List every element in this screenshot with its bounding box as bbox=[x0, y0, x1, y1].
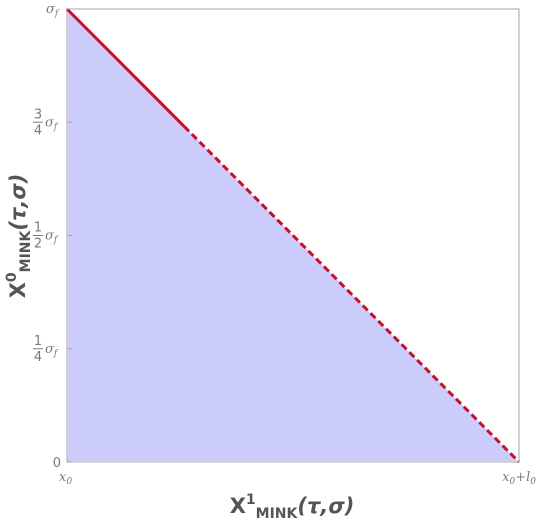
x-axis-title: X1MINK(τ,σ) bbox=[230, 492, 355, 520]
y-axis-title-args: (τ,σ) bbox=[6, 174, 30, 231]
y-tick-sigma: σ bbox=[46, 2, 56, 17]
x-tick-symbol: x bbox=[59, 470, 67, 485]
y-axis-title-sub: MINK bbox=[18, 229, 34, 272]
x-tick-subscript-l: 0 bbox=[530, 477, 536, 487]
x-axis-title-main: X bbox=[230, 494, 246, 518]
y-tick-fraction-denominator: 2 bbox=[34, 237, 42, 252]
y-tick-sigma: σ bbox=[45, 342, 55, 357]
y-tick-fraction-numerator: 1 bbox=[34, 334, 42, 349]
y-tick-symbol: σf bbox=[46, 2, 60, 19]
y-axis-title-sup: 0 bbox=[4, 272, 20, 282]
y-tick-fraction-numerator: 3 bbox=[34, 107, 42, 122]
y-tick-sigma: σ bbox=[45, 115, 55, 130]
x-tick-symbol: x bbox=[502, 470, 510, 485]
y-axis-title: X0MINK(τ,σ) bbox=[4, 174, 34, 299]
y-tick-subscript: f bbox=[53, 122, 59, 132]
y-tick-fraction-numerator: 1 bbox=[34, 221, 42, 236]
y-tick-subscript: f bbox=[54, 9, 60, 19]
y-tick-symbol: σf bbox=[45, 115, 59, 132]
y-tick-symbol: σf bbox=[45, 342, 59, 359]
y-tick-fraction-denominator: 4 bbox=[34, 350, 42, 365]
x-tick-subscript: 0 bbox=[509, 477, 515, 487]
x-axis-title-args: (τ,σ) bbox=[297, 494, 354, 518]
x-tick-label: x0+l0 bbox=[502, 470, 536, 487]
y-tick-fraction-denominator: 4 bbox=[34, 123, 42, 138]
y-tick-sigma: σ bbox=[45, 229, 55, 244]
y-tick-label: 0 bbox=[53, 456, 61, 471]
x-tick-subscript: 0 bbox=[66, 477, 72, 487]
y-axis-title-main: X bbox=[6, 282, 30, 298]
x-tick-plus: + bbox=[515, 470, 526, 485]
series-line-dashed bbox=[183, 125, 521, 464]
y-tick-subscript: f bbox=[53, 349, 59, 359]
y-tick-subscript: f bbox=[53, 236, 59, 246]
series-line-solid bbox=[65, 7, 186, 128]
x-tick-symbol-l: l bbox=[526, 470, 530, 485]
x-axis-title-sup: 1 bbox=[246, 492, 256, 508]
x-tick-label: x0 bbox=[59, 470, 72, 487]
x-axis-title-sub: MINK bbox=[256, 506, 299, 520]
y-tick-symbol: σf bbox=[45, 229, 59, 246]
